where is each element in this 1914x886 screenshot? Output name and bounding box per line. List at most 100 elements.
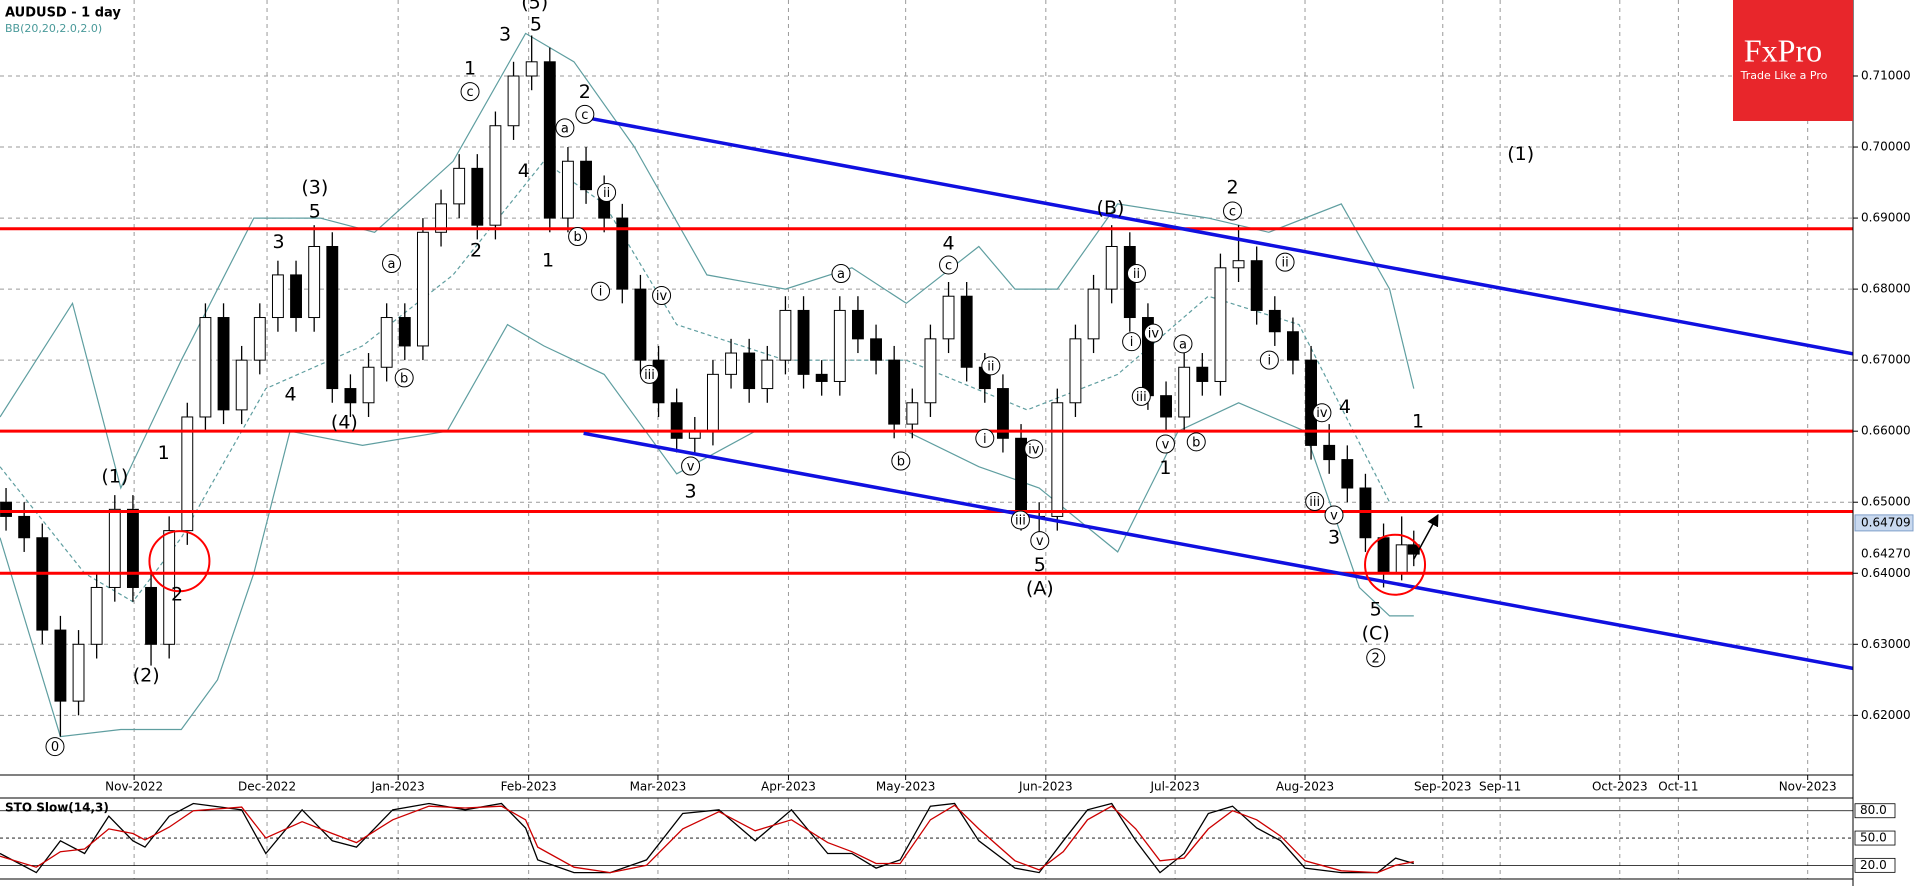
- wave-label: 5: [309, 200, 321, 222]
- candle-body: [1323, 444, 1336, 461]
- annotation-circle: [45, 737, 65, 757]
- wave-label: 1: [1159, 457, 1171, 479]
- bollinger-band: [0, 323, 1414, 738]
- candle-body: [326, 245, 339, 390]
- candle-body: [72, 643, 85, 702]
- candle-body: [1196, 366, 1209, 382]
- wave-label: 2: [1226, 176, 1238, 198]
- candle-body: [507, 75, 520, 127]
- x-tick-label: Jul-2023: [1149, 780, 1199, 794]
- candle-body: [833, 309, 846, 382]
- candle-body: [996, 388, 1009, 439]
- annotation-circle: [1259, 350, 1279, 370]
- candle-body: [779, 309, 792, 361]
- candle-body: [561, 160, 574, 219]
- candle-body: [543, 61, 556, 219]
- candle-body: [1214, 267, 1227, 382]
- x-tick-label: Aug-2023: [1276, 780, 1334, 794]
- highlight-circle: [1364, 533, 1427, 596]
- annotation-circle: [382, 254, 402, 274]
- annotation-circle: [681, 456, 701, 476]
- candle-body: [290, 274, 302, 319]
- candle-body: [580, 160, 592, 191]
- logo: FxPro Trade Like a Pro: [1733, 0, 1853, 121]
- wave-label: 1: [158, 442, 170, 464]
- annotation-circle: [1131, 386, 1151, 406]
- candle-body: [1250, 260, 1263, 311]
- x-tick-label: Jan-2023: [370, 780, 424, 794]
- annotation-circle: [1122, 332, 1142, 352]
- wave-label: 4: [943, 232, 955, 254]
- annotation-circle: [394, 368, 414, 388]
- annotation-circle: [1312, 403, 1332, 423]
- oscillator-line: [0, 804, 1414, 874]
- annotation-circle: [1143, 323, 1163, 343]
- annotation-circle: [1186, 432, 1206, 452]
- annotation-circle: [575, 104, 595, 124]
- wave-label: 3: [272, 231, 284, 253]
- indicator-label: BB(20,20,2.0,2.0): [5, 22, 102, 35]
- wave-label: 1: [464, 58, 476, 80]
- candle-body: [217, 317, 230, 411]
- wave-label: i: [599, 285, 603, 300]
- x-tick-label: Oct-11: [1658, 780, 1698, 794]
- wave-label: b: [400, 371, 408, 386]
- candle-body: [1268, 309, 1281, 333]
- wave-label: 2: [171, 583, 183, 605]
- x-tick-label: Dec-2022: [238, 780, 296, 794]
- annotation-circle: [981, 356, 1001, 376]
- candle-body: [1178, 366, 1191, 418]
- wave-label: (B): [1097, 197, 1125, 219]
- chart-title: AUDUSD - 1 day: [5, 6, 121, 21]
- candle-body: [960, 295, 973, 368]
- candle-body: [1069, 338, 1082, 404]
- candle-body: [870, 338, 882, 361]
- candle-body: [1232, 260, 1245, 269]
- candle-body: [489, 125, 502, 226]
- wave-label: iii: [1015, 513, 1026, 528]
- candle-body: [145, 586, 157, 645]
- candle-body: [888, 359, 901, 425]
- price-label-box: [1855, 546, 1913, 563]
- candle-body: [416, 231, 429, 347]
- candle-body: [725, 352, 737, 375]
- wave-label: 5: [530, 14, 542, 36]
- candle-body: [126, 508, 139, 588]
- wave-label: v: [1330, 509, 1338, 524]
- candle-body: [471, 167, 484, 226]
- candle-body: [797, 309, 810, 375]
- wave-label: c: [581, 108, 588, 123]
- annotation-circle: [1305, 492, 1325, 512]
- candle-body: [1377, 537, 1390, 574]
- annotation-circle: [568, 227, 588, 247]
- wave-label: (2): [133, 664, 160, 686]
- candle-body: [398, 317, 411, 347]
- candle-body: [761, 359, 774, 390]
- x-tick-label: Sep-2023: [1414, 780, 1472, 794]
- wave-label: ii: [1133, 267, 1140, 282]
- x-tick-label: Apr-2023: [761, 780, 816, 794]
- candle-body: [362, 366, 375, 404]
- candle-body: [743, 352, 756, 390]
- candle-body: [851, 309, 864, 340]
- y-tick-label: 0.63000: [1861, 637, 1911, 651]
- highlight-circle: [148, 530, 211, 593]
- annotation-circle: [1366, 648, 1386, 668]
- annotation-circle: [1275, 252, 1295, 272]
- annotation-circle: [1324, 505, 1344, 525]
- indicator-title: STO Slow(14,3): [5, 801, 109, 815]
- candle-body: [942, 295, 955, 340]
- wave-label: b: [897, 455, 905, 470]
- wave-label: b: [1192, 435, 1200, 450]
- y-tick-label: 0.62000: [1861, 708, 1911, 722]
- candle-body: [1286, 331, 1299, 361]
- wave-label: v: [1036, 534, 1044, 549]
- candle-body: [634, 288, 647, 361]
- y-tick-label: 0.70000: [1861, 140, 1911, 154]
- annotation-circle: [555, 118, 575, 138]
- logo-title: FxPro: [1744, 32, 1822, 68]
- candle-body: [0, 501, 12, 517]
- annotation-circle: [1126, 263, 1146, 283]
